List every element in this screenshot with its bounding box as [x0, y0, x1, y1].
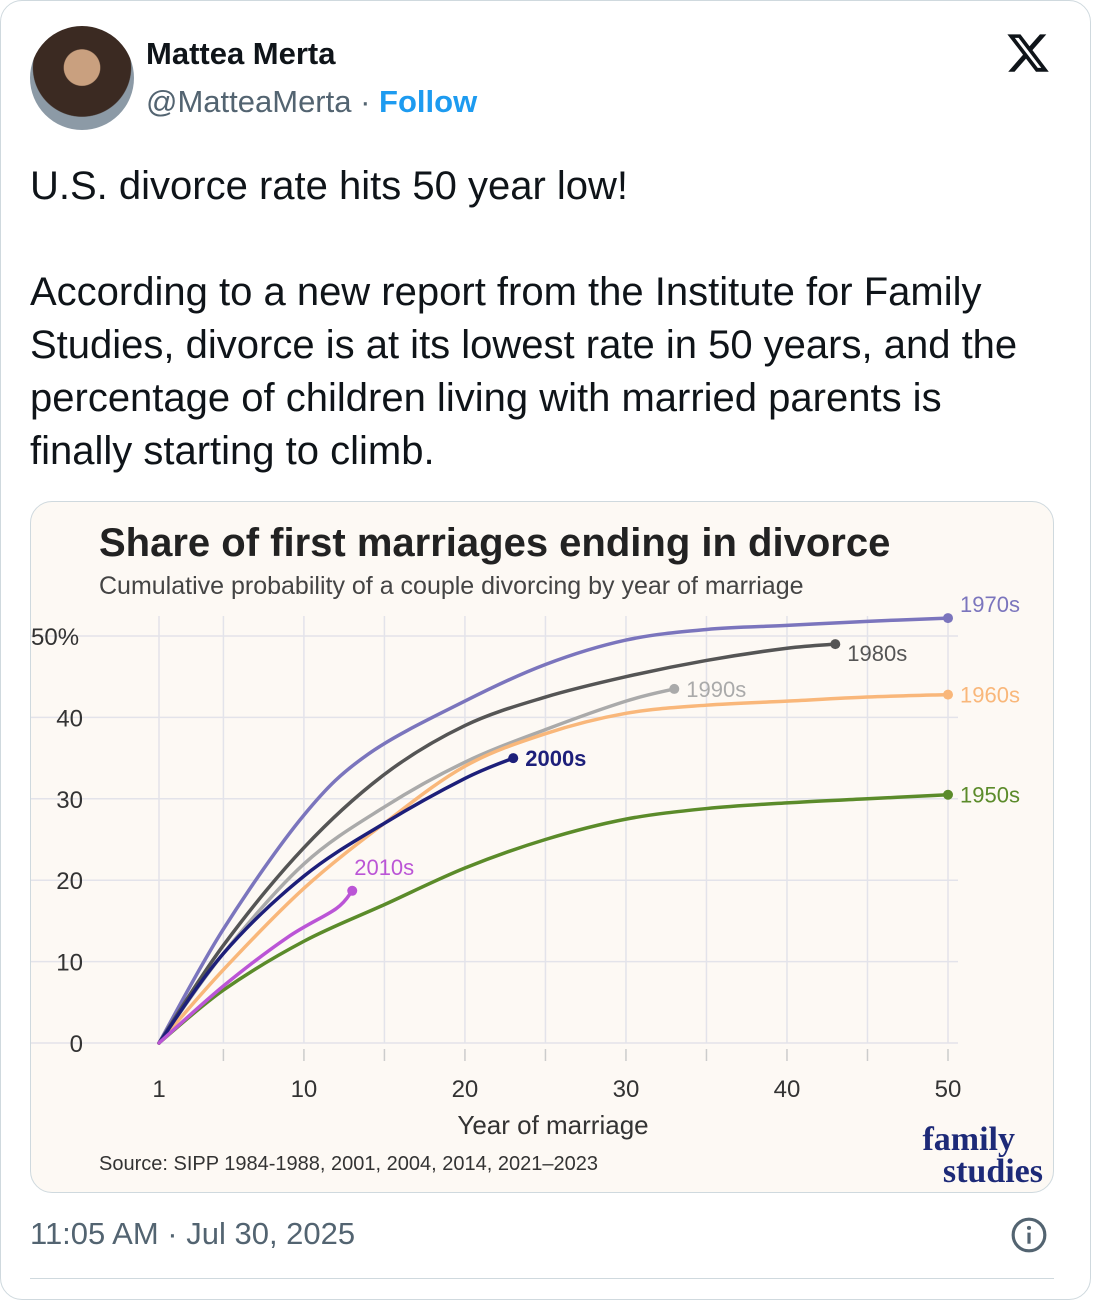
chart-subtitle: Cumulative probability of a couple divor…	[99, 572, 804, 600]
y-tick-label: 50%	[31, 624, 79, 651]
series-end-point-1990s	[669, 683, 680, 694]
chart-axes: 0 10 20 30 40 50% 1 10 20 30 40 50	[31, 624, 961, 1103]
series-line-1960s	[157, 692, 950, 1045]
x-tick-label: 10	[291, 1076, 318, 1103]
series-end-point-2010s	[347, 885, 358, 896]
svg-text:family: family	[922, 1121, 1015, 1158]
avatar[interactable]	[30, 26, 134, 130]
family-studies-logo: family studies	[922, 1121, 1043, 1190]
post-text-line: U.S. divorce rate hits 50 year low!	[30, 164, 629, 208]
follow-button[interactable]: Follow	[379, 84, 478, 119]
series-line-1970s	[157, 616, 950, 1045]
x-tick-label: 40	[774, 1076, 801, 1103]
series-label-1970s: 1970s	[960, 592, 1020, 617]
y-tick-label: 20	[56, 868, 83, 895]
handle-row: @MatteaMerta · Follow	[146, 84, 477, 120]
series-label-1990s: 1990s	[686, 677, 746, 702]
series-line-1950s	[157, 792, 950, 1045]
chart-x-axis-label: Year of marriage	[457, 1110, 648, 1140]
series-end-point-2000s	[508, 753, 519, 764]
post-timestamp[interactable]: 11:05 AM · Jul 30, 2025	[30, 1216, 356, 1251]
author-handle[interactable]: @MatteaMerta	[146, 84, 352, 119]
chart-grid	[31, 616, 958, 1061]
footer-divider	[30, 1278, 1054, 1279]
series-line-1990s	[157, 687, 677, 1045]
x-tick-label: 20	[452, 1076, 479, 1103]
x-tick-label: 50	[935, 1076, 962, 1103]
chart-title: Share of first marriages ending in divor…	[99, 521, 890, 565]
series-label-2010s: 2010s	[354, 855, 414, 880]
post-text-gap	[30, 213, 1030, 266]
series-line-1980s	[157, 642, 838, 1045]
series-end-point-1960s	[943, 689, 953, 700]
x-logo-icon[interactable]	[1002, 30, 1054, 76]
handle-separator: ·	[351, 84, 380, 119]
chart-image[interactable]: 0 10 20 30 40 50% 1 10 20 30 40 50 1970s 1980s 1990s 1…	[30, 501, 1054, 1193]
series-end-point-1970s	[943, 613, 953, 624]
svg-text:studies: studies	[943, 1153, 1043, 1190]
series-label-1980s: 1980s	[847, 641, 907, 666]
author-name[interactable]: Mattea Merta	[146, 36, 336, 71]
y-tick-label: 10	[56, 950, 83, 977]
series-line-2010s	[157, 889, 354, 1045]
y-tick-label: 0	[70, 1031, 83, 1058]
series-end-point-1980s	[830, 639, 841, 650]
post-text: U.S. divorce rate hits 50 year low! Acco…	[30, 160, 1030, 478]
y-tick-label: 30	[56, 787, 83, 814]
x-tick-label: 1	[152, 1076, 165, 1103]
series-label-1950s: 1950s	[960, 783, 1020, 808]
series-label-2000s: 2000s	[525, 746, 586, 771]
series-end-point-1950s	[943, 789, 953, 800]
series-label-1960s: 1960s	[960, 683, 1020, 708]
x-tick-label: 30	[613, 1076, 640, 1103]
y-tick-label: 40	[56, 705, 83, 732]
chart-series: 1970s 1980s 1990s 1960s 2000s 1950s 2010s	[157, 592, 1020, 1045]
info-icon[interactable]	[1010, 1216, 1048, 1254]
series-line-2000s	[157, 756, 515, 1045]
post-text-paragraph: According to a new report from the Insti…	[30, 270, 1018, 473]
chart-source: Source: SIPP 1984-1988, 2001, 2004, 2014…	[99, 1153, 598, 1175]
